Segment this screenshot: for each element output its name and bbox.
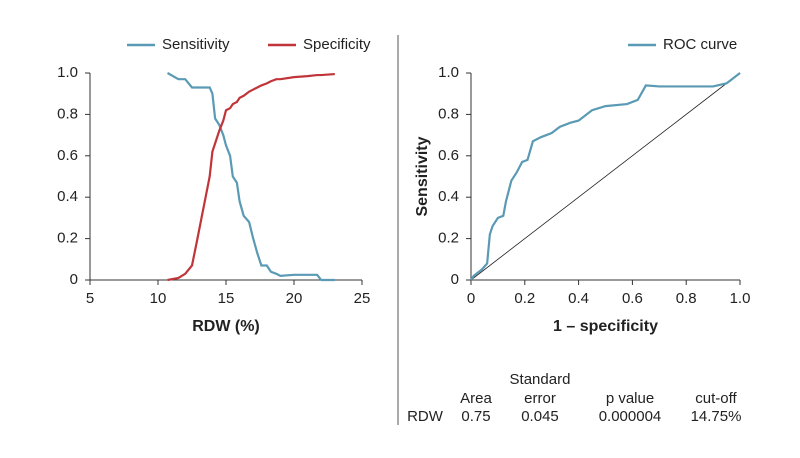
- y-tick-label: 0.8: [57, 105, 78, 122]
- table-cell: 14.75%: [690, 408, 742, 425]
- y-tick-label: 0.2: [438, 230, 459, 247]
- y-tick-label: 0.2: [57, 230, 78, 247]
- x-tick-label: 20: [286, 290, 303, 307]
- x-tick-label: 0.6: [622, 290, 643, 307]
- series-line: [470, 72, 741, 281]
- x-tick-label: 0.2: [514, 290, 535, 307]
- table-cell: 0.045: [521, 408, 559, 425]
- legend-label: Specificity: [303, 36, 371, 53]
- series-line: [166, 72, 335, 282]
- y-tick-label: 0.6: [57, 147, 78, 164]
- x-tick-label: 5: [86, 290, 94, 307]
- x-axis-title: RDW (%): [192, 318, 260, 335]
- table-cell: cut-off: [695, 390, 737, 407]
- x-tick-label: 0.8: [676, 290, 697, 307]
- legend-label: ROC curve: [663, 36, 737, 53]
- x-tick-label: 0: [467, 290, 475, 307]
- y-tick-label: 1.0: [438, 64, 459, 81]
- reference-line: [470, 72, 741, 281]
- y-axis-title: Sensitivity: [414, 136, 431, 216]
- y-tick-label: 1.0: [57, 64, 78, 81]
- table-cell: Standard error: [509, 371, 571, 407]
- x-tick-label: 10: [150, 290, 167, 307]
- table-cell: Area: [460, 390, 492, 407]
- legend-label: Sensitivity: [162, 36, 230, 53]
- y-tick-label: 0.4: [438, 188, 459, 205]
- table-cell: p value: [605, 390, 655, 407]
- table-cell: 0.75: [461, 408, 491, 425]
- y-tick-label: 0.4: [57, 188, 78, 205]
- x-tick-label: 0.4: [568, 290, 589, 307]
- y-tick-label: 0.6: [438, 147, 459, 164]
- y-tick-label: 0: [70, 271, 78, 288]
- x-axis-title: 1 – specificity: [553, 318, 658, 335]
- y-tick-label: 0: [451, 271, 459, 288]
- table-cell: RDW: [407, 408, 443, 425]
- x-tick-label: 25: [354, 290, 371, 307]
- table-cell: 0.000004: [598, 408, 662, 425]
- y-tick-label: 0.8: [438, 105, 459, 122]
- x-tick-label: 15: [218, 290, 235, 307]
- x-tick-label: 1.0: [730, 290, 751, 307]
- series-line: [167, 72, 335, 282]
